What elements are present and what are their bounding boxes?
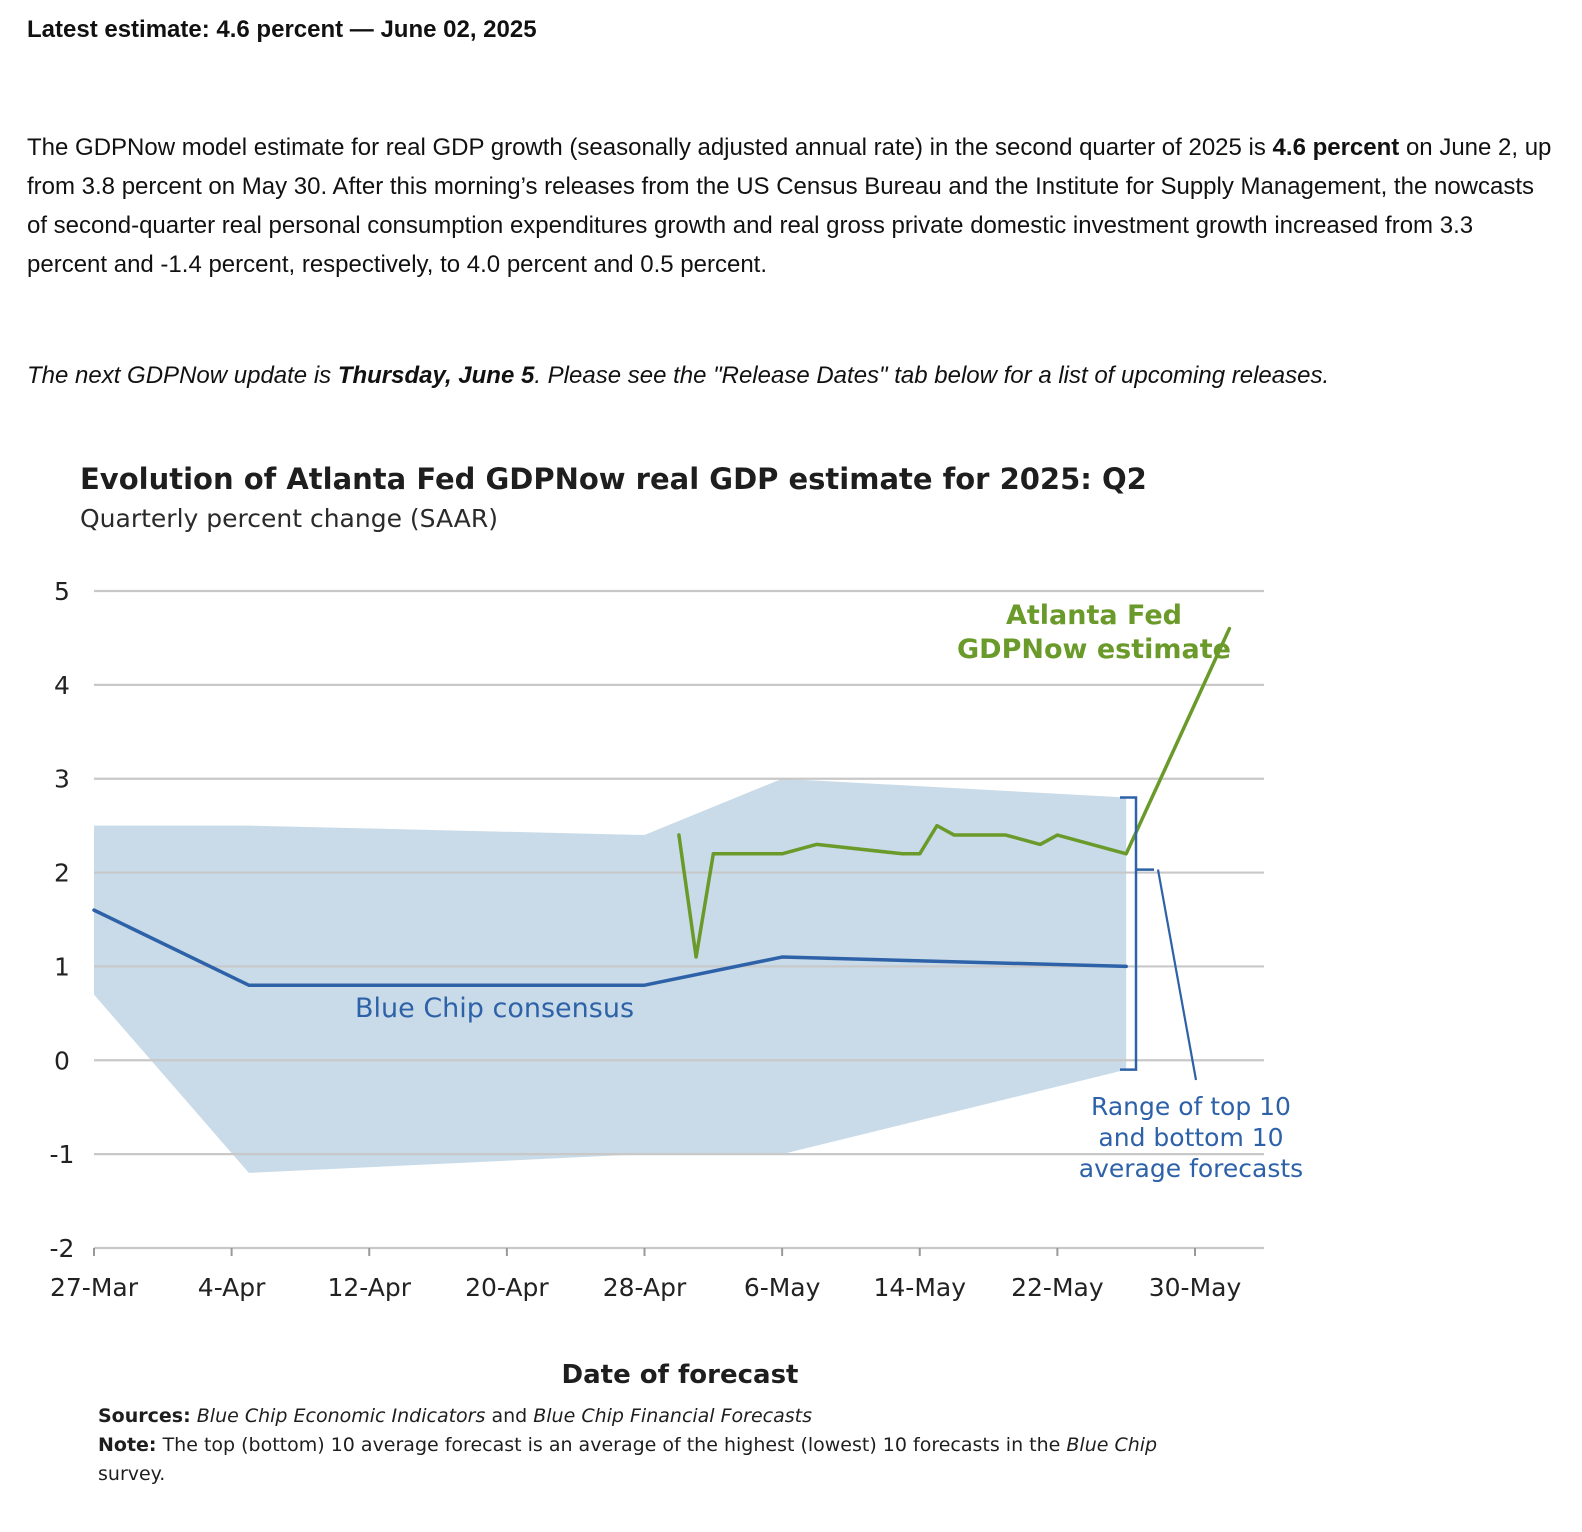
y-tick-label: 2: [54, 859, 70, 888]
sources-and: and: [485, 1405, 534, 1427]
next-update-note: The next GDPNow update is Thursday, June…: [27, 362, 1557, 390]
gdpnow-label-line: GDPNow estimate: [957, 634, 1231, 665]
x-tick-label: 20-Apr: [465, 1273, 549, 1302]
sources-text-2: Blue Chip Financial Forecasts: [533, 1405, 813, 1427]
x-tick-label: 27-Mar: [50, 1273, 139, 1302]
x-tick-label: 6-May: [744, 1273, 821, 1302]
note-end: survey.: [98, 1463, 166, 1485]
y-tick-label: 4: [54, 671, 70, 700]
x-tick-label: 14-May: [873, 1273, 966, 1302]
note-italic: Blue Chip: [1066, 1434, 1158, 1456]
range-band-label: Range of top 10 and bottom 10 average fore…: [1079, 1092, 1303, 1183]
next-update-date: Thursday, June 5: [337, 362, 535, 389]
para-text-1: The GDPNow model estimate for real GDP g…: [27, 134, 1273, 161]
note-label: Note:: [98, 1434, 157, 1456]
y-tick-label: -1: [50, 1140, 75, 1169]
note-text: The top (bottom) 10 average forecast is …: [156, 1434, 1067, 1456]
y-tick-label: -2: [50, 1234, 75, 1263]
blue-chip-consensus-line: [92, 908, 1128, 987]
para-bold-estimate: 4.6 percent: [1272, 134, 1400, 161]
range-label-line: average forecasts: [1079, 1154, 1303, 1183]
y-tick-label: 1: [54, 952, 70, 981]
x-tick-label: 22-May: [1011, 1273, 1104, 1302]
para-text-2: on June 2, up from 3.8 percent on May 30…: [27, 134, 1552, 278]
chart-subtitle: Quarterly percent change (SAAR): [80, 504, 499, 533]
gdpnow-estimate-line: [677, 626, 1232, 959]
x-axis-title: Date of forecast: [561, 1360, 799, 1390]
range-label-line: and bottom 10: [1098, 1123, 1283, 1152]
sources-text-1: Blue Chip Economic Indicators: [196, 1405, 486, 1427]
x-tick-label: 28-Apr: [603, 1273, 687, 1302]
sources-label: Sources:: [98, 1405, 191, 1427]
note-line: Note: The top (bottom) 10 average foreca…: [98, 1431, 1218, 1489]
next-text-2: . Please see the "Release Dates" tab bel…: [534, 362, 1330, 389]
latest-estimate-headline: Latest estimate: 4.6 percent — June 02, …: [27, 16, 537, 43]
blue-chip-series-label: Blue Chip consensus: [355, 993, 634, 1024]
gdpnow-series-label: Atlanta Fed GDPNow estimate: [957, 600, 1231, 665]
chart-title: Evolution of Atlanta Fed GDPNow real GDP…: [80, 462, 1147, 496]
forecast-range-band: [94, 778, 1127, 1173]
y-tick-label: 5: [54, 577, 70, 606]
range-label-line: Range of top 10: [1091, 1092, 1291, 1121]
x-tick-label: 30-May: [1149, 1273, 1242, 1302]
gdpnow-label-line: Atlanta Fed: [1006, 600, 1182, 631]
y-tick-label: 3: [54, 765, 70, 794]
chart-sources-note: Sources: Blue Chip Economic Indicators a…: [98, 1402, 1218, 1489]
y-tick-label: 0: [54, 1046, 70, 1075]
next-text-1: The next GDPNow update is: [27, 362, 338, 389]
x-tick-label: 12-Apr: [327, 1273, 411, 1302]
sources-line: Sources: Blue Chip Economic Indicators a…: [98, 1402, 1218, 1431]
x-tick-label: 4-Apr: [198, 1273, 266, 1302]
estimate-description: The GDPNow model estimate for real GDP g…: [27, 128, 1557, 284]
range-bracket: [1120, 796, 1154, 1071]
range-leader-line: [1156, 869, 1198, 1081]
